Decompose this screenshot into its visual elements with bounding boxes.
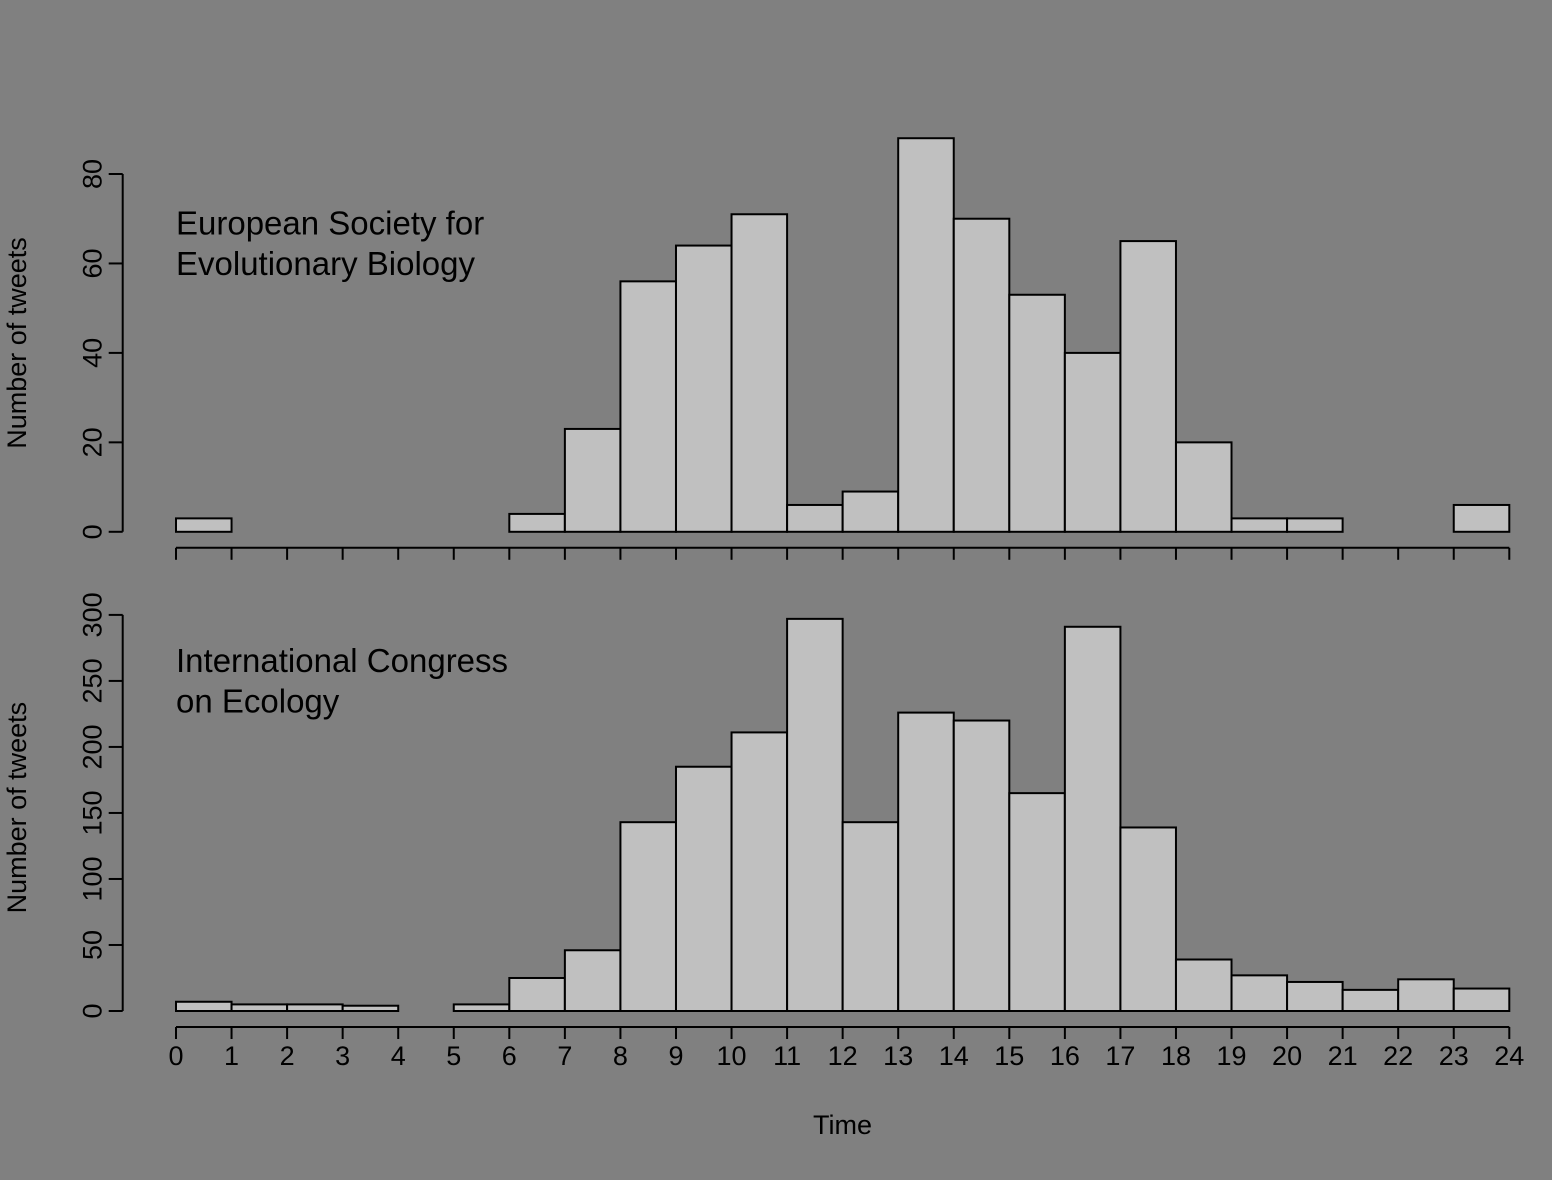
svg-text:19: 19	[1217, 1041, 1247, 1071]
svg-text:0: 0	[78, 524, 108, 539]
svg-text:11: 11	[773, 1041, 801, 1071]
svg-text:20: 20	[78, 427, 108, 457]
svg-text:on Ecology: on Ecology	[176, 682, 340, 719]
svg-text:50: 50	[78, 930, 108, 960]
svg-text:20: 20	[1272, 1041, 1302, 1071]
svg-text:24: 24	[1494, 1041, 1524, 1071]
svg-text:Number of tweets: Number of tweets	[2, 702, 32, 914]
svg-text:8: 8	[613, 1041, 628, 1071]
svg-text:80: 80	[78, 159, 108, 189]
svg-text:3: 3	[335, 1041, 350, 1071]
svg-text:100: 100	[78, 856, 108, 901]
svg-text:250: 250	[78, 658, 108, 703]
svg-text:60: 60	[78, 248, 108, 278]
svg-text:14: 14	[939, 1041, 969, 1071]
svg-text:10: 10	[717, 1041, 747, 1071]
svg-text:40: 40	[78, 338, 108, 368]
svg-text:21: 21	[1328, 1041, 1358, 1071]
svg-text:18: 18	[1161, 1041, 1191, 1071]
svg-text:0: 0	[168, 1041, 183, 1071]
svg-text:Evolutionary Biology: Evolutionary Biology	[176, 245, 475, 282]
svg-text:200: 200	[78, 724, 108, 769]
svg-text:17: 17	[1105, 1041, 1135, 1071]
svg-text:2: 2	[280, 1041, 295, 1071]
svg-text:0: 0	[78, 1003, 108, 1018]
svg-text:1: 1	[224, 1041, 239, 1071]
svg-text:15: 15	[994, 1041, 1024, 1071]
svg-text:12: 12	[828, 1041, 858, 1071]
svg-text:4: 4	[391, 1041, 406, 1071]
svg-text:9: 9	[668, 1041, 683, 1071]
svg-text:Time: Time	[813, 1110, 872, 1140]
svg-text:Number of tweets: Number of tweets	[2, 237, 32, 449]
svg-text:European Society for: European Society for	[176, 205, 484, 242]
svg-text:16: 16	[1050, 1041, 1080, 1071]
svg-text:300: 300	[78, 592, 108, 637]
svg-text:150: 150	[78, 790, 108, 835]
svg-text:13: 13	[883, 1041, 913, 1071]
svg-text:7: 7	[557, 1041, 572, 1071]
svg-text:5: 5	[446, 1041, 461, 1071]
svg-text:6: 6	[502, 1041, 517, 1071]
svg-text:International Congress: International Congress	[176, 642, 508, 679]
svg-text:23: 23	[1439, 1041, 1469, 1071]
svg-text:22: 22	[1383, 1041, 1413, 1071]
